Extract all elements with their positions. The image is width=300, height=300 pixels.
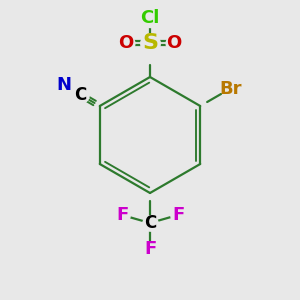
Text: F: F	[172, 206, 184, 224]
Text: F: F	[144, 240, 156, 258]
Text: C: C	[144, 214, 156, 232]
Text: O: O	[118, 34, 134, 52]
Text: Br: Br	[219, 80, 242, 98]
Text: Cl: Cl	[140, 9, 160, 27]
Text: N: N	[56, 76, 71, 94]
Text: F: F	[116, 206, 128, 224]
Text: C: C	[75, 86, 87, 104]
Text: S: S	[142, 33, 158, 53]
Text: O: O	[167, 34, 182, 52]
